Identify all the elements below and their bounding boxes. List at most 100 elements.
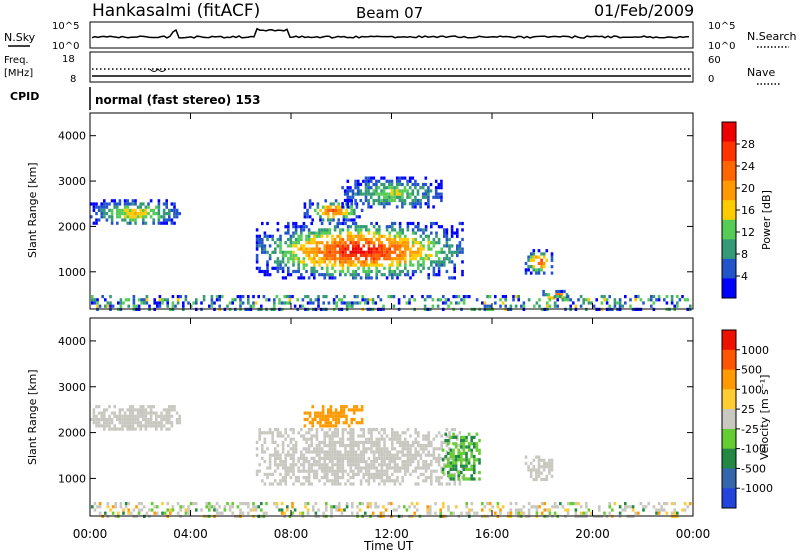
echo-cell [352,221,355,226]
echo-cell [92,421,96,425]
ground-scatter-cell [195,301,198,305]
ground-scatter-cell [301,298,305,302]
ground-scatter-cell [335,505,338,509]
ground-scatter-cell [488,502,492,506]
echo-cell [318,440,321,444]
echo-cell [432,266,436,270]
echo-cell [261,269,264,274]
echo-cell [354,221,358,226]
echo-cell [467,477,471,481]
echo-cell [349,237,352,242]
echo-cell [287,469,290,473]
echo-cell [383,431,386,435]
echo-cell [529,252,533,256]
echo-cell [342,414,346,418]
echo-cell [162,215,166,219]
cpid-text: normal (fast stereo) 153 [95,93,261,107]
echo-cell [424,253,428,258]
echo-cell [329,414,333,418]
echo-cell [144,414,148,418]
ground-scatter-cell [358,508,362,512]
echo-cell [430,444,433,448]
ground-scatter-cell [301,304,305,308]
echo-cell [370,476,373,480]
echo-cell [398,250,402,254]
echo-cell [424,447,428,451]
ground-scatter-cell [137,511,141,515]
echo-cell [378,247,381,251]
ground-scatter-cell [195,502,198,506]
echo-cell [274,479,277,483]
echo-cell [424,228,428,232]
echo-cell [340,405,343,409]
echo-cell [388,250,391,254]
echo-cell [92,208,96,212]
echo-cell [258,428,261,432]
echo-cell [333,476,337,480]
echo-cell [398,234,402,238]
ground-scatter-cell [356,301,359,305]
echo-cell [382,182,386,187]
ground-scatter-cell [481,508,484,512]
echo-cell [332,411,335,415]
echo-cell [334,411,338,415]
echo-cell [318,241,321,245]
echo-cell [352,260,355,264]
echo-cell [456,253,459,258]
echo-cell [409,276,412,280]
ground-scatter-cell [288,301,292,305]
ground-scatter-cell [283,295,286,299]
echo-cell [152,421,155,425]
echo-cell [357,228,360,232]
echo-cell [377,192,381,196]
ground-scatter-cell [548,304,552,308]
echo-cell [345,218,348,222]
echo-cell [458,244,462,248]
echo-cell [404,237,407,242]
echo-cell [445,434,449,438]
echo-cell [393,234,397,238]
echo-cell [268,257,272,261]
echo-cell [331,276,334,280]
ground-scatter-cell [423,304,427,308]
echo-cell [437,456,441,460]
echo-cell [458,250,462,254]
echo-cell [385,247,389,251]
echo-cell [162,212,166,216]
echo-cell [165,202,168,206]
echo-cell [404,453,407,457]
echo-cell [440,198,443,203]
echo-cell [406,428,410,432]
echo-cell [271,266,274,270]
echo-cell [411,460,415,464]
echo-cell [297,237,300,242]
echo-cell [401,228,404,232]
echo-cell [555,289,558,294]
echo-cell [458,221,462,226]
echo-cell [432,244,436,248]
echo-cell [532,268,536,272]
echo-cell [385,202,389,206]
ground-scatter-cell [166,304,169,308]
echo-cell [321,408,325,412]
ground-scatter-cell [98,511,102,515]
echo-cell [255,234,259,238]
echo-cell [328,460,332,464]
echo-cell [419,466,423,470]
echo-cell [380,182,383,187]
echo-cell [532,249,536,253]
echo-cell [406,228,410,232]
freq-strip-frame [89,51,694,83]
echo-cell [313,276,316,280]
echo-cell [302,460,306,464]
echo-cell [470,464,473,468]
echo-cell [337,421,340,425]
echo-cell [532,255,536,259]
echo-cell [417,444,420,448]
echo-cell [331,244,334,248]
echo-cell [336,472,339,476]
echo-cell [545,249,549,253]
echo-cell [341,244,345,248]
echo-cell [430,260,433,264]
ground-scatter-cell [442,295,445,299]
